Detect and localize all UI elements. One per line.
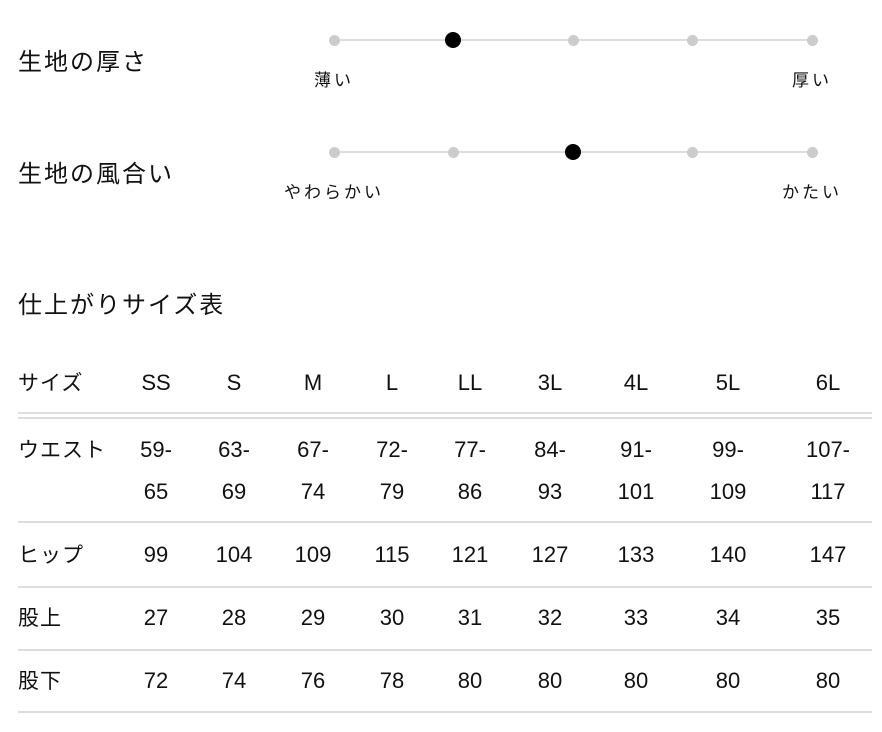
table-cell: 76 xyxy=(300,668,326,693)
table-cell: 84- xyxy=(534,437,566,462)
slider-dot xyxy=(329,35,340,46)
table-cell: 35 xyxy=(815,605,841,630)
column-header: 5L xyxy=(715,370,741,395)
table-cell: 115 xyxy=(374,542,410,567)
table-cell: 140 xyxy=(709,542,747,567)
column-header: LL xyxy=(457,370,483,395)
row-label-waist: ウエスト xyxy=(18,438,106,462)
slider-dot xyxy=(448,147,459,158)
table-cell: 121 xyxy=(451,542,489,567)
table-cell: 31 xyxy=(457,605,483,630)
column-header: 3L xyxy=(537,370,563,395)
column-header: L xyxy=(385,370,399,395)
table-cell: 80 xyxy=(457,668,483,693)
size-header-label: サイズ xyxy=(18,371,84,395)
slider-dot xyxy=(568,35,579,46)
table-cell: 34 xyxy=(715,605,741,630)
table-cell: 99 xyxy=(143,542,169,567)
table-cell: 147 xyxy=(809,542,847,567)
row-label-rise: 股上 xyxy=(18,606,62,630)
row-label-inseam: 股下 xyxy=(18,669,62,693)
slider-dot xyxy=(329,147,340,158)
table-cell: 127 xyxy=(531,542,569,567)
row-label-hip: ヒップ xyxy=(18,543,84,567)
table-cell: 72 xyxy=(143,668,169,693)
table-cell: 74 xyxy=(221,668,247,693)
slider-dot-selected xyxy=(565,144,581,160)
slider-right-label: かたい xyxy=(782,183,842,203)
column-header: 4L xyxy=(623,370,649,395)
table-cell: 72- xyxy=(376,437,408,462)
table-cell: 99- xyxy=(712,437,744,462)
slider-right-label: 厚い xyxy=(792,71,832,91)
table-cell: 80 xyxy=(623,668,649,693)
table-cell: 107- xyxy=(805,437,851,462)
slider-left-label: やわらかい xyxy=(284,183,384,203)
fabric-title: 生地の厚さ xyxy=(18,48,148,76)
table-cell: 93 xyxy=(537,479,563,504)
table-cell: 65 xyxy=(143,479,169,504)
slider-dot xyxy=(807,35,818,46)
slider-dot xyxy=(807,147,818,158)
table-cell: 69 xyxy=(221,479,247,504)
slider-dot xyxy=(687,147,698,158)
table-cell: 86 xyxy=(457,479,483,504)
table-cell: 117 xyxy=(810,479,846,504)
table-cell: 77- xyxy=(454,437,486,462)
column-header: 6L xyxy=(815,370,841,395)
table-cell: 104 xyxy=(215,542,253,567)
column-header: S xyxy=(226,370,242,395)
table-cell: 91- xyxy=(620,437,652,462)
table-cell: 109 xyxy=(294,542,332,567)
column-header: M xyxy=(303,370,323,395)
table-cell: 109 xyxy=(709,479,747,504)
table-cell: 59- xyxy=(140,437,172,462)
table-cell: 63- xyxy=(218,437,250,462)
table-cell: 74 xyxy=(300,479,326,504)
column-header: SS xyxy=(141,370,171,395)
table-cell: 80 xyxy=(715,668,741,693)
table-cell: 101 xyxy=(617,479,655,504)
table-cell: 30 xyxy=(379,605,405,630)
table-cell: 78 xyxy=(379,668,405,693)
slider-dot-selected xyxy=(445,32,461,48)
table-cell: 28 xyxy=(221,605,247,630)
table-cell: 133 xyxy=(617,542,655,567)
table-cell: 67- xyxy=(297,437,329,462)
fabric-title: 生地の風合い xyxy=(18,160,174,188)
table-cell: 80 xyxy=(815,668,841,693)
table-cell: 79 xyxy=(379,479,405,504)
size-table-title: 仕上がりサイズ表 xyxy=(18,291,226,319)
table-cell: 80 xyxy=(537,668,563,693)
table-cell: 29 xyxy=(300,605,326,630)
slider-dot xyxy=(687,35,698,46)
table-cell: 27 xyxy=(143,605,169,630)
slider-left-label: 薄い xyxy=(314,71,354,91)
table-cell: 32 xyxy=(537,605,563,630)
table-cell: 33 xyxy=(623,605,649,630)
